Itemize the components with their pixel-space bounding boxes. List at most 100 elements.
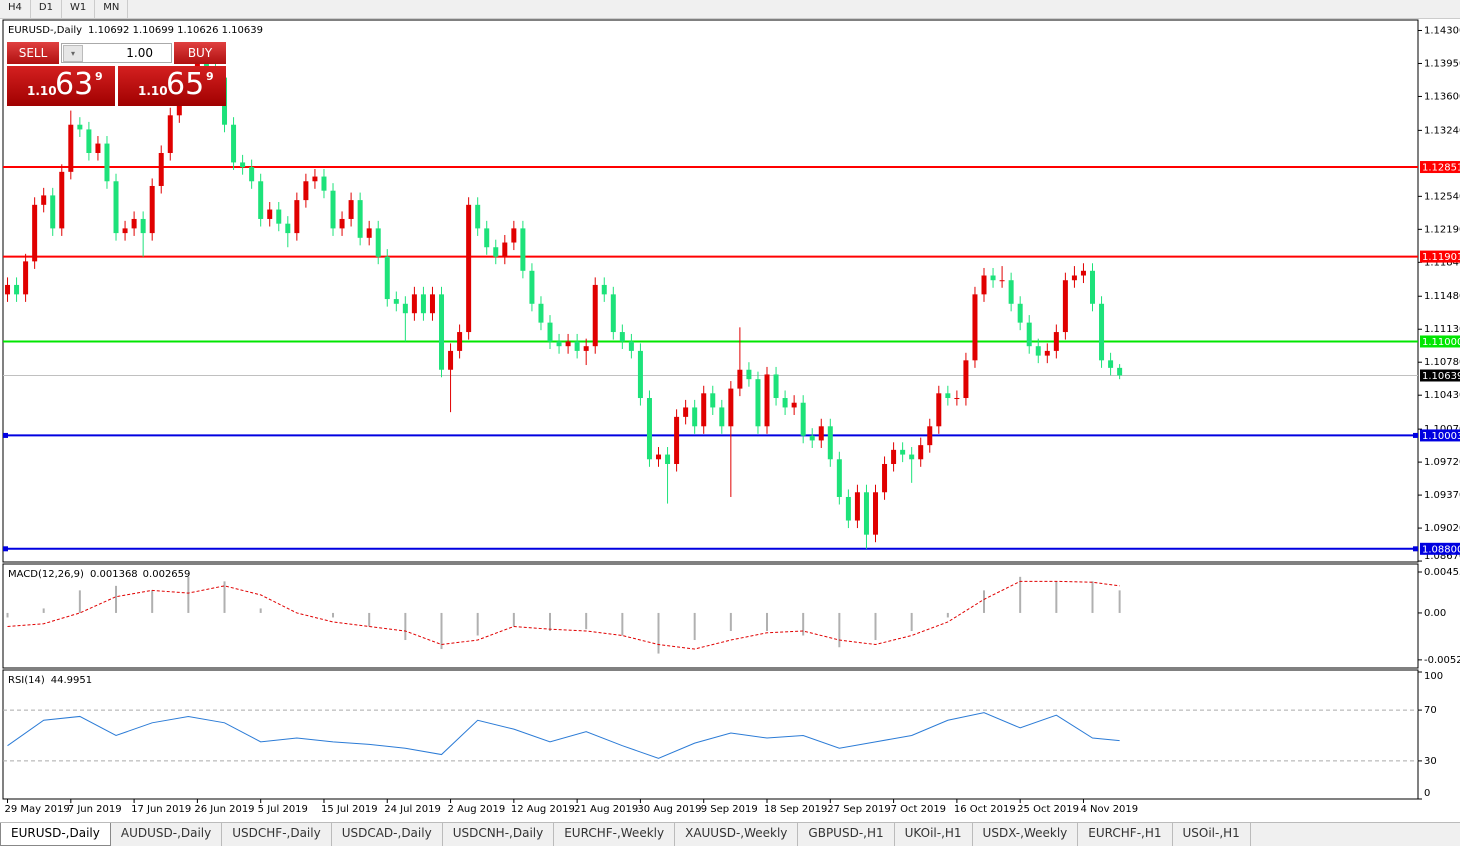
chart-tab[interactable]: USDCHF-,Daily [222, 823, 332, 846]
candle-body [963, 360, 969, 399]
chart-tab[interactable]: EURUSD-,Daily [0, 823, 111, 846]
x-tick-label: 24 Jul 2019 [384, 804, 441, 815]
candle-body [927, 426, 933, 446]
chart-tab[interactable]: AUDUSD-,Daily [111, 823, 223, 846]
candle-body [393, 299, 399, 304]
panel-frame [2, 19, 1419, 563]
level-label-box [1420, 161, 1460, 174]
level-label: 1.11000 [1422, 337, 1460, 348]
level-handle [3, 432, 8, 438]
y-tick-label: 1.10430 [1424, 390, 1460, 401]
candle-body [556, 341, 562, 347]
ask-quote[interactable]: 1.10 65 9 [118, 66, 226, 106]
candle-body [167, 115, 173, 153]
level-label: 1.08800 [1422, 544, 1460, 555]
x-tick-label: 12 Aug 2019 [511, 804, 575, 815]
candle-body [303, 181, 309, 201]
candle-body [493, 247, 499, 257]
candle-body [656, 454, 662, 460]
timeframe-button[interactable]: MN [95, 0, 129, 18]
candle-body [420, 294, 426, 314]
candle-body [800, 402, 806, 436]
indicator-title: EURUSD-,Daily [8, 25, 82, 36]
level-label-box [1420, 250, 1460, 263]
level-label: 1.11901 [1422, 252, 1460, 263]
chart-tab[interactable]: UKOil-,H1 [895, 823, 973, 846]
sell-button[interactable]: SELL [7, 42, 59, 64]
chart-tab[interactable]: GBPUSD-,H1 [798, 823, 895, 846]
level-label: 1.10003 [1422, 431, 1460, 442]
buy-button[interactable]: BUY [174, 42, 226, 64]
chart-tab[interactable]: EURCHF-,H1 [1078, 823, 1173, 846]
candle-body [1062, 280, 1068, 333]
bid-quote[interactable]: 1.10 63 9 [7, 66, 115, 106]
x-tick-label: 9 Sep 2019 [701, 804, 758, 815]
candle-body [429, 294, 435, 314]
candle-body [466, 204, 472, 333]
candle-body [836, 459, 842, 497]
chart-tab[interactable]: EURCHF-,Weekly [554, 823, 676, 846]
candle-body [448, 350, 454, 370]
y-tick-label: 1.09720 [1424, 457, 1460, 468]
candle-body [701, 393, 707, 427]
candle-body [59, 171, 65, 229]
chart-tab[interactable]: USOil-,H1 [1173, 823, 1251, 846]
candle-body [827, 426, 833, 460]
lot-spinner[interactable]: ▾ [63, 45, 83, 62]
candle-body [628, 341, 634, 351]
x-tick-label: 4 Nov 2019 [1080, 804, 1138, 815]
candle-body [41, 195, 47, 205]
candle-body [484, 228, 490, 248]
level-label-box [1420, 335, 1460, 348]
y-tick-label: 70 [1424, 705, 1437, 716]
candle-body [909, 454, 915, 460]
timeframe-button[interactable]: H4 [0, 0, 31, 18]
chart-tabs: EURUSD-,Daily AUDUSD-,Daily USDCHF-,Daily U… [0, 822, 1460, 846]
x-tick-label: 25 Oct 2019 [1017, 804, 1079, 815]
candle-body [520, 228, 526, 271]
candle-body [728, 388, 734, 427]
panel-frame [2, 563, 1419, 669]
indicator-reading: 0.002659 [143, 569, 191, 580]
candle-body [1044, 350, 1050, 356]
lot-input[interactable]: 1.00 [61, 43, 172, 63]
level-handle [1413, 546, 1418, 552]
x-tick-label: 7 Oct 2019 [891, 804, 946, 815]
candle-body [77, 124, 83, 130]
bid-big: 1.10 [27, 84, 57, 98]
candle-body [5, 284, 11, 295]
level-label-box [1420, 429, 1460, 442]
x-tick-label: 29 May 2019 [5, 804, 70, 815]
x-tick-label: 21 Aug 2019 [574, 804, 638, 815]
candle-body [276, 209, 282, 224]
chart-tab[interactable]: USDCNH-,Daily [443, 823, 555, 846]
candle-body [384, 256, 390, 300]
chart-tab[interactable]: USDX-,Weekly [973, 823, 1079, 846]
timeframe-button[interactable]: D1 [31, 0, 62, 18]
chart-tab[interactable]: XAUUSD-,Weekly [675, 823, 799, 846]
y-tick-label: 1.12540 [1424, 191, 1460, 202]
candle-body [411, 294, 417, 314]
last-price-box [1420, 369, 1460, 382]
candle-body [267, 209, 273, 219]
timeframe-button[interactable]: W1 [62, 0, 96, 18]
candle-body [773, 374, 779, 399]
indicator-title: RSI(14) [8, 675, 45, 686]
candle-body [538, 303, 544, 323]
chart-tab[interactable]: USDCAD-,Daily [332, 823, 443, 846]
candle-body [646, 398, 652, 460]
bid-fraction: 9 [95, 70, 103, 83]
last-price-label: 1.10639 [1422, 371, 1460, 382]
y-tick-label: 1.12190 [1424, 224, 1460, 235]
candle-body [818, 426, 824, 441]
candle-body [50, 195, 56, 229]
candle-body [366, 228, 372, 238]
candle-body [529, 270, 535, 304]
candle-body [321, 176, 327, 191]
candle-body [95, 143, 101, 153]
candle-body [402, 303, 408, 314]
candle-body [954, 398, 960, 400]
indicator-reading: 0.001368 [90, 569, 138, 580]
chart-area: 1.14300 1.13950 1.13600 1.13240 1.12540 1.121… [2, 19, 1460, 815]
candle-body [619, 332, 625, 342]
